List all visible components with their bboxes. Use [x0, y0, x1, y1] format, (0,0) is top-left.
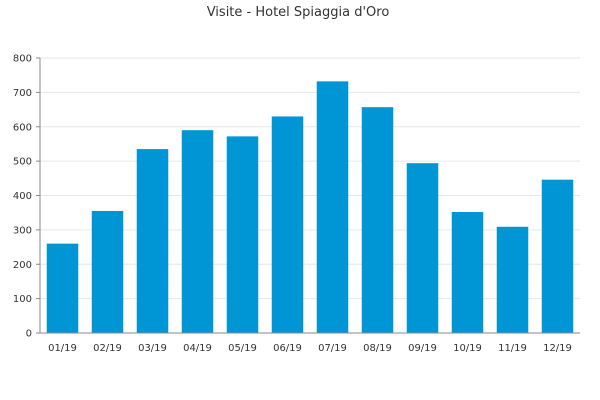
- bar: [46, 243, 79, 333]
- chart-title: Visite - Hotel Spiaggia d'Oro: [207, 5, 390, 20]
- x-tick-label: 07/19: [318, 343, 347, 354]
- y-tick-label: 300: [13, 225, 32, 236]
- y-axis-ticks: 0 100 200 300 400 500 600 700 800: [13, 54, 40, 340]
- y-tick-label: 700: [13, 88, 32, 99]
- x-tick-label: 10/19: [453, 343, 482, 354]
- x-tick-label: 06/19: [273, 343, 302, 354]
- y-tick-label: 600: [13, 122, 32, 133]
- gridlines: [40, 57, 580, 300]
- bar: [451, 212, 484, 333]
- y-tick-label: 400: [13, 191, 32, 202]
- x-tick-label: 11/19: [498, 343, 527, 354]
- y-tick-label: 200: [13, 260, 32, 271]
- bar: [271, 116, 304, 333]
- x-tick-label: 02/19: [93, 343, 122, 354]
- bar: [406, 163, 439, 333]
- y-tick-label: 800: [13, 54, 32, 65]
- bars: [46, 81, 574, 333]
- y-tick-label: 100: [13, 294, 32, 305]
- bar: [496, 226, 529, 333]
- bar: [136, 149, 169, 333]
- y-tick-label: 0: [26, 329, 32, 340]
- bar: [316, 81, 349, 333]
- bar: [361, 107, 394, 333]
- bar: [226, 136, 259, 333]
- x-tick-label: 09/19: [408, 343, 437, 354]
- x-tick-label: 04/19: [183, 343, 212, 354]
- x-tick-label: 03/19: [138, 343, 167, 354]
- x-tick-label: 12/19: [543, 343, 572, 354]
- bar: [541, 179, 574, 333]
- x-tick-label: 01/19: [48, 343, 77, 354]
- bar: [91, 210, 124, 333]
- bar: [181, 130, 214, 333]
- x-tick-label: 05/19: [228, 343, 257, 354]
- x-tick-label: 08/19: [363, 343, 392, 354]
- y-tick-label: 500: [13, 157, 32, 168]
- x-axis-ticks: 01/19 02/19 03/19 04/19 05/19 06/19 07/19 08/19…: [48, 343, 572, 354]
